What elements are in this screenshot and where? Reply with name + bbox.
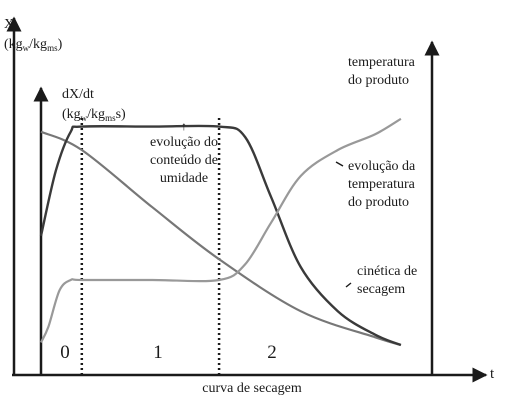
inner-axis-label-line1: dX/dt <box>62 87 94 102</box>
temperature-annotation-pointer <box>335 161 344 167</box>
kinetics-annotation-line2: secagem <box>357 282 405 297</box>
phase-label-0: 0 <box>60 342 70 363</box>
kinetics-annotation-line1: cinética de <box>357 264 417 279</box>
x-axis-label: t <box>490 366 495 382</box>
kinetics-annotation-pointer <box>345 282 352 288</box>
moisture-series-line <box>40 130 402 347</box>
temperature-annotation-line2: temperatura <box>348 177 416 192</box>
moisture-annotation-arrow: ↑ <box>181 119 187 133</box>
phase-label-2: 2 <box>267 342 277 363</box>
temperature-series-line <box>40 117 402 343</box>
inner-axis-label-line2: (kgw/kgmss) <box>62 107 126 123</box>
phase-label-1: 1 <box>153 342 163 363</box>
moisture-annotation-line3: umidade <box>160 171 208 186</box>
left-axis-label-line1: X <box>4 17 14 32</box>
drying-rate-series-line <box>39 124 402 347</box>
right-axis-label-line1: temperatura <box>348 55 416 70</box>
chart-caption: curva de secagem <box>202 381 302 396</box>
moisture-annotation-line1: evolução do <box>150 135 218 150</box>
moisture-annotation-line2: conteúdo de <box>150 153 218 168</box>
left-axis-label-line2: (kgw/kgms) <box>4 37 63 53</box>
right-axis-label-line2: do produto <box>348 73 409 88</box>
temperature-annotation-line3: do produto <box>348 195 409 210</box>
temperature-annotation-line1: evolução da <box>348 159 416 174</box>
